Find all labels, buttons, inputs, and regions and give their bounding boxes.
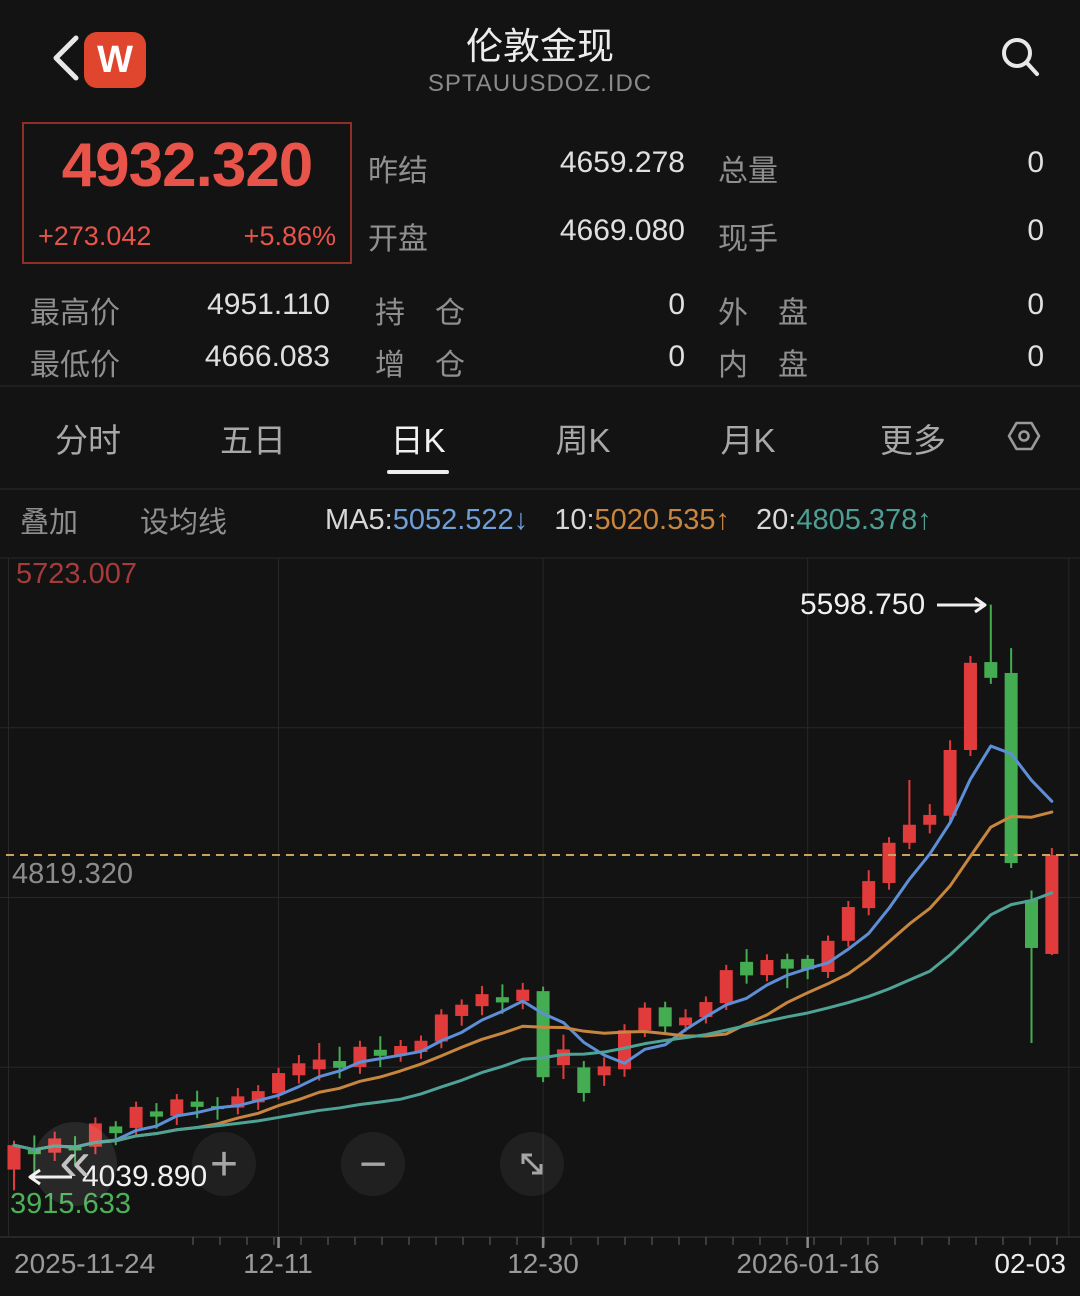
set-ma-button[interactable]: 设均线 (140, 507, 228, 539)
tab-monthly-k[interactable]: 月K (720, 422, 776, 459)
chart-settings-icon[interactable] (1002, 414, 1046, 458)
high-value: 4951.110 (207, 288, 330, 321)
tab-weekly-k[interactable]: 周K (555, 422, 611, 459)
divider (0, 488, 1080, 490)
inner-lots-label: 内 盘 (718, 349, 808, 382)
y-axis-max-label: 5723.007 (16, 558, 137, 590)
header: W 伦敦金现 SPTAUUSDOZ.IDC (0, 0, 1080, 112)
ma20-label: 20: (755, 503, 797, 536)
low-value: 4666.083 (204, 340, 330, 373)
open-label: 开盘 (368, 223, 428, 256)
tab-minute[interactable]: 分时 (55, 422, 121, 459)
prev-close-label: 昨结 (368, 155, 428, 188)
x-axis-label: 12-11 (243, 1248, 313, 1279)
overlay-button[interactable]: 叠加 (20, 507, 79, 539)
wind-logo[interactable]: W (84, 32, 146, 88)
ma5-direction-arrow: ↓ (513, 503, 529, 536)
ma20-value: 4805.378 (796, 503, 918, 536)
volume-label: 总量 (718, 155, 778, 188)
prev-close-value: 4659.278 (559, 146, 685, 179)
open-value: 4669.080 (559, 214, 685, 247)
volume-value: 0 (1027, 146, 1044, 179)
ma10-direction-arrow: ↑ (715, 503, 730, 536)
minus-icon: − (358, 1137, 388, 1191)
x-axis-label: 12-30 (507, 1248, 579, 1279)
candlestick-chart: 5723.007 4819.320 3915.633 5598.750 4039… (0, 548, 1080, 1296)
tab-daily-k[interactable]: 日K (390, 422, 446, 459)
instrument-code: SPTAUUSDOZ.IDC (427, 70, 653, 97)
ma5-value: 5052.522 (392, 503, 514, 536)
zoom-out-button[interactable]: − (341, 1132, 405, 1196)
x-axis-label: 02-03 (994, 1248, 1066, 1279)
divider (0, 385, 1080, 387)
x-axis-label: 2026-01-16 (736, 1248, 880, 1279)
last-price: 4932.320 (61, 131, 314, 200)
current-volume-label: 现手 (718, 223, 778, 256)
zoom-in-button[interactable]: + (192, 1132, 256, 1196)
chart-canvas[interactable] (0, 548, 1080, 1296)
low-annotation-value: 4039.890 (82, 1160, 208, 1193)
ma20-direction-arrow: ↑ (917, 503, 932, 536)
oi-change-label: 增 仓 (375, 349, 465, 382)
high-label: 最高价 (30, 297, 120, 330)
expand-icon (521, 1153, 543, 1175)
page-title: 伦敦金现 (466, 26, 614, 67)
tab-5day[interactable]: 五日 (220, 422, 286, 459)
rewind-button[interactable]: « (33, 1122, 117, 1206)
plus-icon: + (209, 1137, 239, 1191)
outer-lots-value: 0 (1027, 288, 1044, 321)
active-tab-underline (387, 470, 449, 474)
arrow-left-icon (28, 1168, 72, 1186)
ma-legend-bar: 叠加 设均线 MA5: 5052.522 ↓ 10: 5020.535 ↑ 20… (0, 492, 1080, 548)
x-axis-labels: 2025-11-24 12-11 12-30 2026-01-16 02-03 (0, 1248, 1080, 1284)
rewind-icon: « (59, 1128, 91, 1192)
price-change-percent: +5.86% (243, 221, 336, 251)
ma-values: MA5: 5052.522 ↓ 10: 5020.535 ↑ 20: 4805.… (325, 504, 932, 537)
open-interest-value: 0 (668, 288, 685, 321)
y-axis-mid-label: 4819.320 (12, 858, 133, 890)
ma10-label: 10: (554, 503, 595, 536)
oi-change-value: 0 (668, 340, 685, 373)
inner-lots-value: 0 (1027, 340, 1044, 373)
high-annotation: 5598.750 (800, 588, 993, 622)
y-axis-min-label: 3915.633 (10, 1188, 131, 1220)
x-axis-label: 2025-11-24 (14, 1248, 156, 1279)
high-annotation-value: 5598.750 (800, 587, 926, 621)
current-volume-value: 0 (1027, 214, 1044, 247)
search-icon[interactable] (996, 34, 1044, 82)
tab-more[interactable]: 更多 (880, 422, 946, 459)
fullscreen-button[interactable] (500, 1132, 564, 1196)
ma5-label: MA5: (325, 503, 393, 536)
low-label: 最低价 (30, 349, 120, 382)
low-annotation: 4039.890 (24, 1160, 207, 1194)
price-change: +273.042 (38, 221, 152, 251)
back-icon[interactable] (48, 32, 84, 84)
ma10-value: 5020.535 (594, 503, 716, 536)
period-tab-bar: 分时 五日 日K 周K 月K 更多 (0, 392, 1080, 488)
outer-lots-label: 外 盘 (718, 297, 808, 330)
arrow-right-icon (937, 596, 987, 613)
open-interest-label: 持 仓 (375, 297, 465, 330)
last-price-box: 4932.320 +273.042 +5.86% (22, 122, 352, 264)
quote-panel: 4932.320 +273.042 +5.86% 昨结 4659.278 总量 … (0, 112, 1080, 385)
